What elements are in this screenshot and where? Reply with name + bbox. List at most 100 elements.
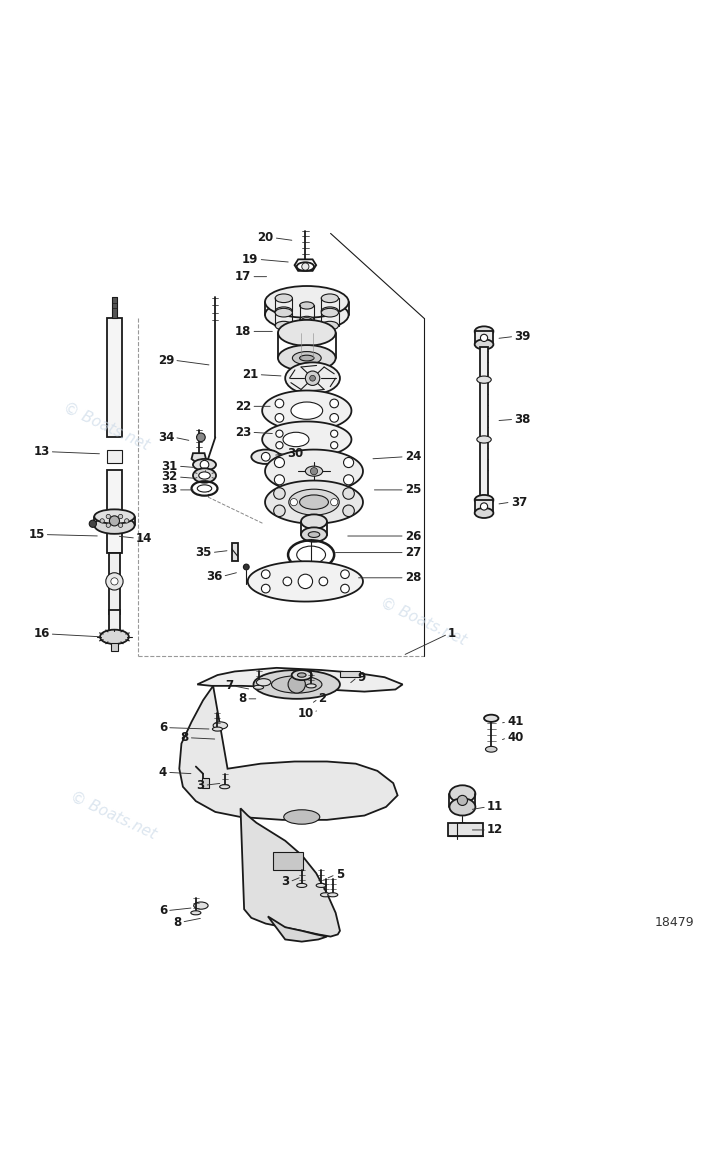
Circle shape [481, 503, 488, 510]
Ellipse shape [321, 309, 338, 317]
Text: 17: 17 [235, 270, 251, 283]
Ellipse shape [321, 307, 338, 316]
Text: 8: 8 [238, 693, 246, 706]
Text: © Boats.net: © Boats.net [68, 789, 158, 842]
Ellipse shape [321, 294, 338, 303]
Ellipse shape [265, 285, 348, 318]
Polygon shape [295, 260, 316, 271]
Circle shape [274, 475, 285, 484]
Text: 12: 12 [487, 824, 503, 837]
Text: © Boats.net: © Boats.net [60, 400, 151, 453]
Ellipse shape [316, 883, 326, 887]
Ellipse shape [309, 531, 319, 537]
Polygon shape [265, 481, 363, 524]
Circle shape [261, 584, 270, 593]
Circle shape [276, 441, 283, 449]
Text: 19: 19 [242, 253, 258, 266]
Ellipse shape [300, 316, 314, 323]
Circle shape [111, 578, 118, 585]
Ellipse shape [477, 436, 492, 443]
Ellipse shape [306, 466, 322, 476]
Ellipse shape [297, 546, 325, 564]
Circle shape [100, 518, 105, 523]
Text: 34: 34 [158, 431, 174, 443]
Ellipse shape [293, 351, 321, 365]
Ellipse shape [289, 489, 339, 515]
Circle shape [275, 413, 284, 422]
Circle shape [343, 457, 354, 468]
Text: 40: 40 [507, 731, 523, 744]
Ellipse shape [275, 307, 293, 316]
Text: 29: 29 [158, 353, 174, 366]
Circle shape [330, 498, 338, 505]
Circle shape [275, 399, 284, 408]
Circle shape [261, 453, 270, 461]
Ellipse shape [213, 722, 227, 729]
Ellipse shape [251, 449, 280, 464]
Circle shape [243, 564, 249, 570]
Circle shape [343, 505, 354, 517]
Text: 30: 30 [287, 447, 303, 460]
Bar [112, 297, 118, 318]
Circle shape [106, 523, 110, 528]
Circle shape [340, 570, 349, 578]
Text: 6: 6 [159, 904, 167, 917]
Text: 8: 8 [174, 916, 182, 929]
Text: 7: 7 [225, 680, 233, 693]
Text: 6: 6 [159, 721, 167, 734]
Bar [480, 347, 489, 498]
Ellipse shape [486, 746, 497, 752]
Ellipse shape [256, 679, 271, 686]
Text: © Boats.net: © Boats.net [378, 594, 468, 647]
Ellipse shape [291, 402, 322, 419]
Circle shape [330, 431, 338, 438]
Text: 22: 22 [235, 400, 251, 413]
Circle shape [330, 413, 338, 422]
Bar [475, 500, 494, 512]
Ellipse shape [449, 785, 476, 803]
Text: 20: 20 [258, 232, 274, 245]
Ellipse shape [220, 785, 229, 789]
Text: 31: 31 [162, 460, 178, 473]
Text: 37: 37 [510, 496, 527, 509]
Ellipse shape [300, 302, 314, 309]
Circle shape [311, 468, 317, 475]
Circle shape [302, 263, 309, 270]
Circle shape [106, 515, 110, 518]
Text: 2: 2 [318, 693, 327, 706]
Polygon shape [197, 668, 403, 691]
Ellipse shape [275, 309, 293, 317]
Ellipse shape [292, 670, 312, 680]
Ellipse shape [477, 376, 492, 384]
Text: 41: 41 [507, 715, 523, 729]
Circle shape [343, 488, 354, 500]
Circle shape [118, 523, 123, 528]
Text: 39: 39 [514, 330, 531, 343]
Text: 35: 35 [195, 546, 212, 559]
Bar [202, 778, 209, 789]
Circle shape [106, 573, 123, 590]
Text: 8: 8 [180, 731, 189, 744]
Text: 18479: 18479 [655, 916, 694, 929]
Ellipse shape [253, 670, 340, 698]
Circle shape [298, 574, 313, 589]
Ellipse shape [265, 300, 348, 331]
Polygon shape [240, 808, 340, 936]
Bar [107, 469, 122, 552]
Text: 38: 38 [514, 413, 531, 426]
Text: 9: 9 [357, 670, 365, 683]
Circle shape [274, 488, 285, 500]
Ellipse shape [306, 683, 316, 688]
Ellipse shape [278, 345, 335, 371]
Ellipse shape [300, 495, 328, 509]
Circle shape [274, 505, 285, 517]
Bar [111, 642, 118, 652]
Polygon shape [192, 453, 206, 464]
Ellipse shape [253, 686, 264, 689]
Text: 21: 21 [242, 369, 258, 381]
Circle shape [89, 521, 97, 528]
Text: 18: 18 [235, 325, 251, 338]
Circle shape [306, 371, 319, 385]
Ellipse shape [213, 727, 222, 731]
Ellipse shape [300, 356, 314, 360]
